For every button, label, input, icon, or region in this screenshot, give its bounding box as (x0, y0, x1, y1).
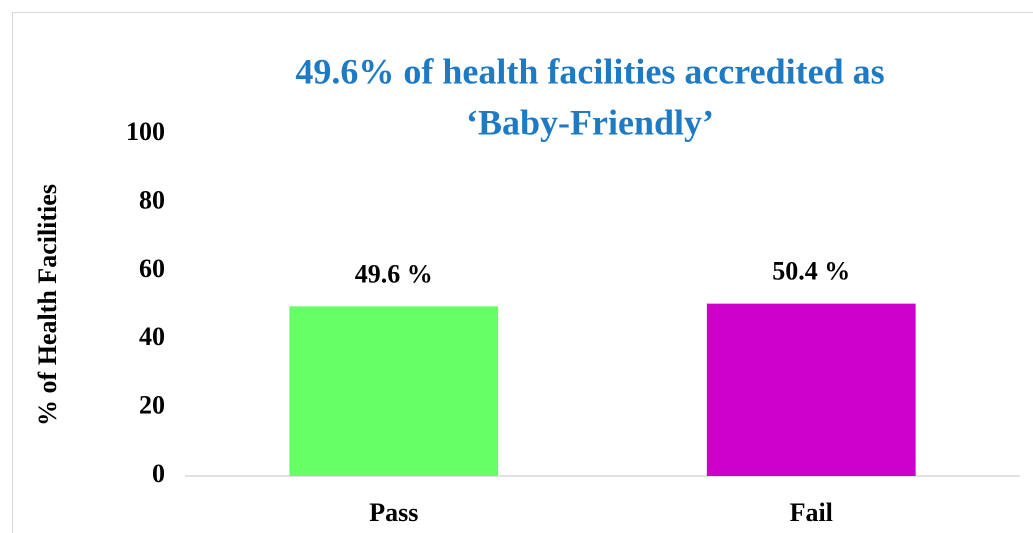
y-axis-title: % of Health Facilities (33, 184, 62, 426)
data-label: 50.4 % (772, 257, 850, 286)
y-tick-label: 20 (139, 391, 165, 420)
bar (289, 306, 499, 476)
y-tick-label: 0 (152, 459, 165, 488)
chart-border (12, 12, 1033, 533)
y-tick-label: 80 (139, 185, 165, 214)
bar (706, 303, 916, 476)
chart-title: ‘Baby-Friendly’ (466, 102, 714, 142)
y-tick-label: 40 (139, 322, 165, 351)
chart-title: 49.6% of health facilities accredited as (295, 51, 884, 91)
data-label: 49.6 % (355, 259, 433, 288)
y-tick-label: 60 (139, 254, 165, 283)
x-tick-label: Fail (790, 498, 833, 527)
y-tick-label: 100 (126, 117, 165, 146)
x-tick-label: Pass (369, 498, 418, 527)
